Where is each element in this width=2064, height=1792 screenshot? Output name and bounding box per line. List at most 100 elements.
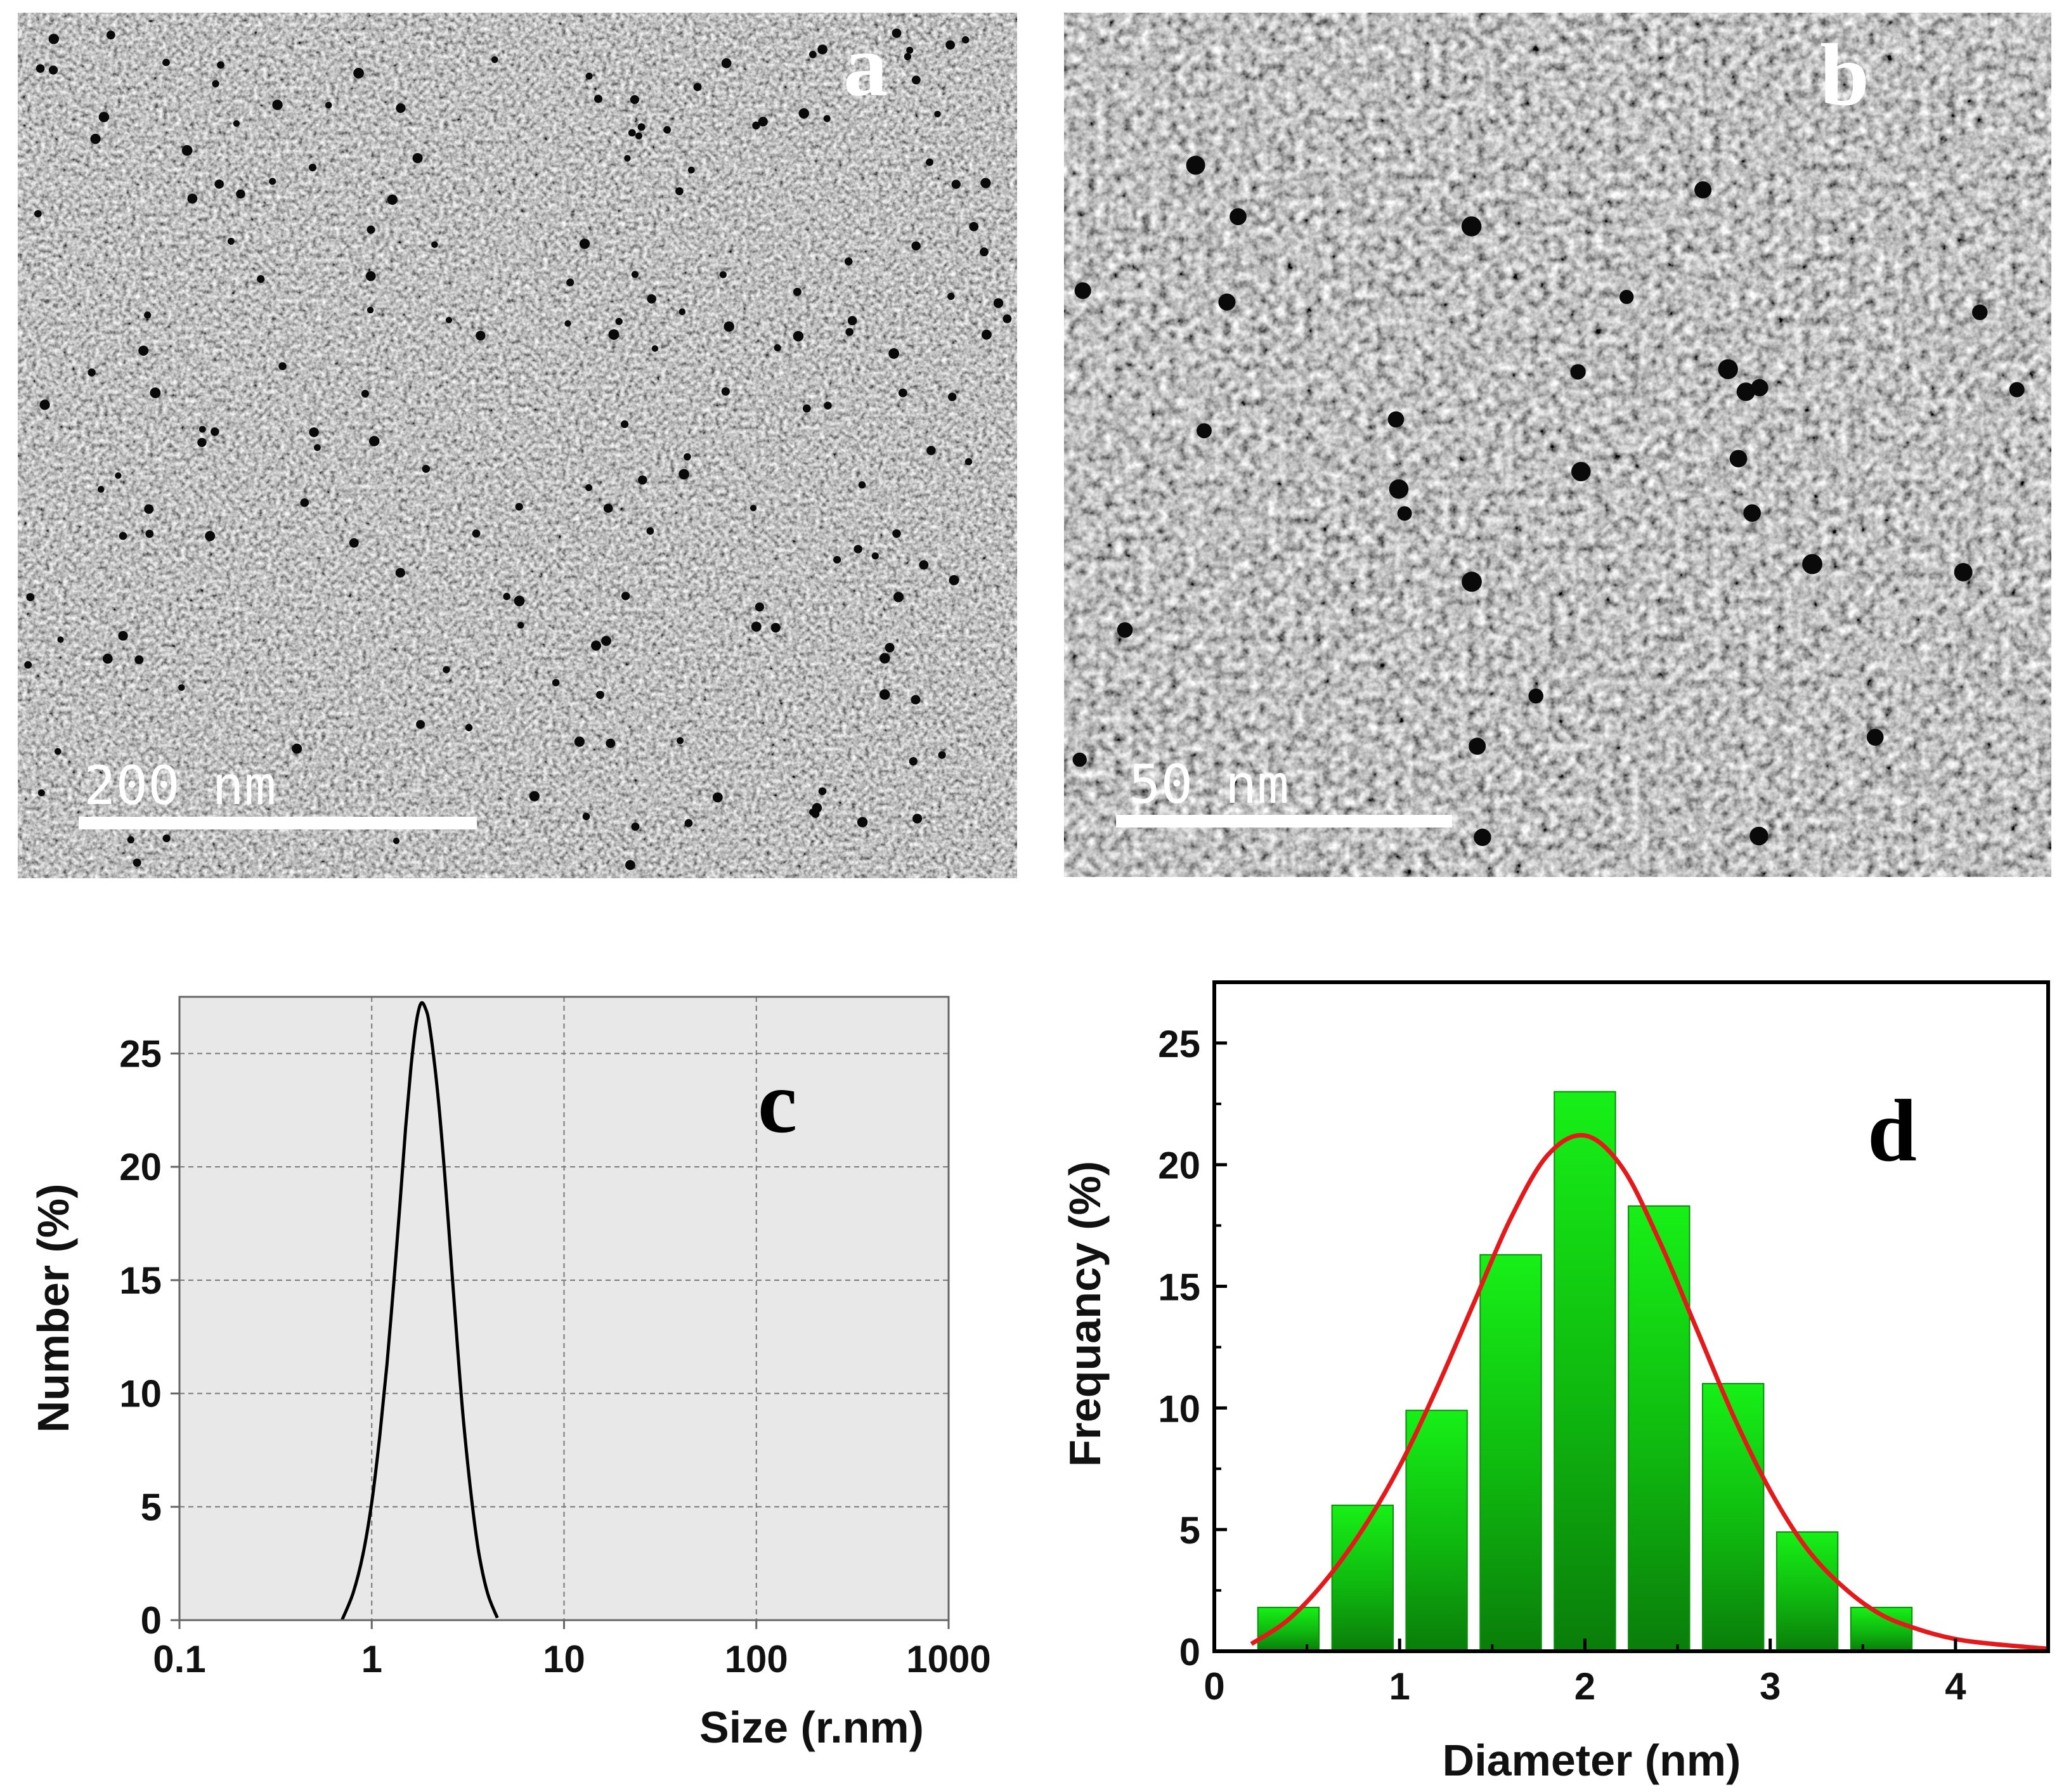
hist-gaussian-fit <box>1250 1133 2049 1651</box>
particle-dot <box>857 817 868 828</box>
scale-bar-b <box>1116 815 1452 828</box>
particle-dot <box>646 527 654 535</box>
dls-y-tick-label: 25 <box>119 1032 162 1075</box>
particle-dot <box>36 64 45 73</box>
particle-dot <box>55 748 62 755</box>
particle-dot <box>833 555 841 564</box>
particle-dot <box>630 95 640 105</box>
particle-dot <box>365 271 376 282</box>
particle-dot <box>227 238 235 245</box>
particle-dot <box>888 348 899 359</box>
particle-dot <box>845 328 854 336</box>
particle-dot <box>615 318 623 325</box>
particle-dot <box>892 529 901 538</box>
particle-dot <box>847 316 857 325</box>
particle-dot <box>608 329 620 340</box>
particle-dot <box>472 529 481 538</box>
panel-letter-d: d <box>1867 1082 1917 1180</box>
dls-x-tick-label: 1000 <box>906 1638 990 1680</box>
particle-dot <box>1469 737 1486 755</box>
hist-x-tick-label: 2 <box>1574 1665 1595 1708</box>
particle-dot <box>1230 208 1247 226</box>
dls-y-axis-title: Number (%) <box>29 1184 78 1433</box>
tem-image-b: 50 nm b <box>1064 13 2051 877</box>
particle-dot <box>236 189 245 199</box>
particle-dot <box>1474 828 1491 847</box>
particle-dot <box>314 444 321 451</box>
hist-y-tick-label: 10 <box>1158 1387 1200 1430</box>
hist-x-tick-label: 4 <box>1945 1665 1966 1708</box>
hist-bar <box>1702 1383 1765 1652</box>
particle-dot <box>1461 216 1482 237</box>
particle-dot <box>1571 462 1591 481</box>
particle-dot <box>1749 826 1769 846</box>
hist-y-tick-label: 0 <box>1179 1631 1200 1673</box>
particle-dot <box>269 178 276 185</box>
particle-dot <box>115 472 122 479</box>
particle-dot <box>309 164 316 172</box>
particle-dot <box>938 751 946 759</box>
tem-image-a: 200 nm a <box>18 13 1017 878</box>
hist-x-tick-label: 1 <box>1389 1665 1410 1708</box>
particle-dot <box>445 316 453 323</box>
particle-dot <box>919 560 929 570</box>
particle-dot <box>514 595 525 607</box>
particle-dot <box>677 737 684 744</box>
particle-dot <box>134 655 144 665</box>
dls-x-tick-label: 0.1 <box>153 1638 205 1680</box>
particle-dot <box>926 158 933 166</box>
particle-dot <box>912 814 923 824</box>
tem-a-texture <box>18 13 1017 878</box>
particle-dot <box>393 838 400 845</box>
particle-dot <box>625 860 635 871</box>
particle-dot <box>217 61 224 69</box>
particle-dot <box>212 80 219 88</box>
scale-bar-a-label: 200 nm <box>84 755 276 817</box>
particle-dot <box>969 222 978 231</box>
particle-dot <box>871 552 879 560</box>
particle-dot <box>1387 411 1405 428</box>
panel-letter-a: a <box>843 16 888 115</box>
hist-y-tick-label: 15 <box>1158 1266 1200 1309</box>
particle-dot <box>1072 752 1087 767</box>
dls-x-tick-label: 1 <box>361 1638 382 1680</box>
particle-dot <box>412 153 423 164</box>
particle-dot <box>387 194 398 205</box>
particle-dot <box>721 387 730 396</box>
dls-x-tick-label: 10 <box>543 1638 585 1680</box>
particle-dot <box>48 65 58 75</box>
particle-dot <box>517 621 524 629</box>
particle-dot <box>948 393 957 401</box>
particle-dot <box>980 178 991 188</box>
particle-dot <box>844 257 853 266</box>
particle-dot <box>1218 293 1236 311</box>
particle-dot <box>678 469 689 480</box>
particle-dot <box>198 425 206 433</box>
particle-dot <box>606 738 616 748</box>
particle-dot <box>1718 359 1738 379</box>
particle-dot <box>187 193 198 204</box>
particle-dot <box>214 179 224 189</box>
particle-dot <box>133 858 141 867</box>
particle-dot <box>621 592 630 601</box>
particle-dot <box>272 100 283 110</box>
particle-dot <box>416 720 425 729</box>
particle-dot <box>854 545 862 554</box>
particle-dot <box>582 812 590 821</box>
particle-dot <box>635 132 642 140</box>
dls-y-tick-label: 20 <box>119 1146 162 1188</box>
particle-dot <box>1117 622 1133 638</box>
particle-dot <box>566 278 574 287</box>
particle-dot <box>118 631 128 641</box>
particle-dot <box>678 308 686 316</box>
particle-dot <box>774 344 781 352</box>
tem-a-particles <box>24 29 1012 871</box>
particle-dot <box>817 44 828 55</box>
particle-dot <box>631 271 639 278</box>
particle-dot <box>628 129 636 137</box>
particle-dot <box>638 475 647 485</box>
hist-bar <box>1628 1205 1691 1652</box>
particle-dot <box>162 834 171 843</box>
particle-dot <box>278 362 287 370</box>
particle-dot <box>793 287 802 296</box>
